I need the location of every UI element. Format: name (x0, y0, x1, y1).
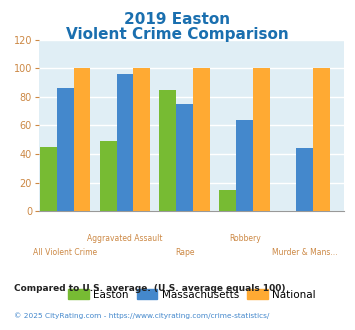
Bar (236, 120, 253, 211)
Bar (57, 88, 73, 211)
Bar (176, 104, 193, 211)
Bar (116, 74, 133, 211)
Text: © 2025 CityRating.com - https://www.cityrating.com/crime-statistics/: © 2025 CityRating.com - https://www.city… (14, 312, 269, 318)
Bar (313, 68, 330, 211)
Bar (73, 68, 91, 211)
Text: Aggravated Assault: Aggravated Assault (87, 234, 163, 243)
Bar (133, 68, 150, 211)
Bar (296, 148, 313, 211)
Text: Rape: Rape (175, 248, 195, 257)
Text: All Violent Crime: All Violent Crime (33, 248, 97, 257)
Bar (253, 68, 270, 211)
Bar (159, 90, 176, 211)
Text: Robbery: Robbery (229, 234, 261, 243)
Text: Violent Crime Comparison: Violent Crime Comparison (66, 27, 289, 42)
Text: 2019 Easton: 2019 Easton (125, 12, 230, 26)
Bar (100, 141, 116, 211)
Bar (219, 190, 236, 211)
Legend: Easton, Massachusetts, National: Easton, Massachusetts, National (64, 285, 320, 304)
Bar (40, 147, 57, 211)
Bar (193, 68, 210, 211)
Text: Murder & Mans...: Murder & Mans... (272, 248, 337, 257)
Text: Compared to U.S. average. (U.S. average equals 100): Compared to U.S. average. (U.S. average … (14, 284, 286, 293)
